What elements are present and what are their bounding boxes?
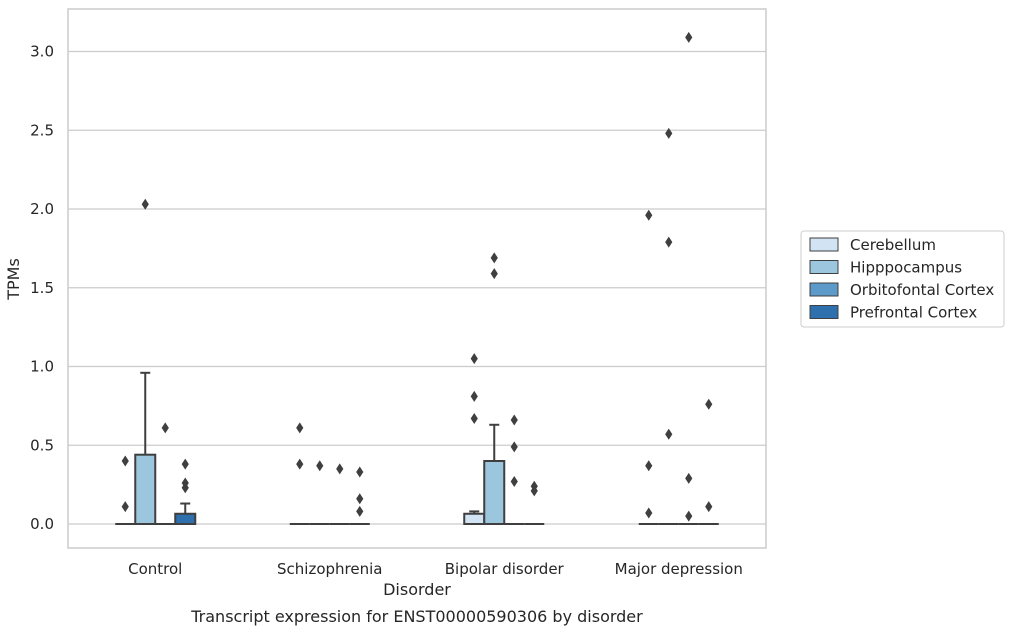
box-4-4 [698,398,719,525]
x-tick-label: Bipolar disorder [445,560,565,578]
outlier-point [645,507,653,519]
x-tick-label: Control [128,560,182,578]
box-4-2 [349,466,370,525]
box-2-2 [309,460,330,525]
grid-lines [68,50,766,525]
box-3-1 [155,422,176,525]
outlier-point [121,501,129,513]
outlier-point [510,441,518,453]
legend-frame [800,230,1005,328]
outlier-point [705,398,713,410]
outlier-point [510,414,518,426]
box-series [115,31,719,526]
outlier-point [705,501,713,513]
chart-caption: Transcript expression for ENST0000059030… [190,607,643,626]
y-tick-label: 1.0 [30,358,54,376]
outlier-point [490,268,498,280]
x-tick-label: Major depression [615,560,743,578]
y-tick-label: 1.5 [30,279,54,297]
box [483,460,506,525]
y-tick-label: 2.5 [30,121,54,139]
outlier-point [510,475,518,487]
outlier-point [685,510,693,522]
outlier-point [316,460,324,472]
box [174,512,197,526]
outlier-point [161,422,169,434]
box [134,453,157,526]
box-1-4 [638,209,659,525]
outlier-point [121,455,129,467]
legend-swatch [809,260,839,274]
legend-swatch [809,305,839,319]
outlier-point [470,390,478,402]
y-tick-labels: 0.0 0.5 1.0 1.5 2.0 2.5 3.0 [30,43,54,534]
outlier-point [296,422,304,434]
outlier-point [685,31,693,43]
y-tick-label: 0.5 [30,436,54,454]
outlier-point [356,466,364,478]
box-3-4 [678,31,699,525]
y-tick-label: 0.0 [30,515,54,533]
box-4-3 [524,480,545,525]
legend: Cerebellum Hipppocampus Orbitofontal Corte… [800,230,1005,328]
y-tick-label: 2.0 [30,200,54,218]
legend-label: Prefrontal Cortex [850,304,977,322]
outlier-point [685,472,693,484]
x-tick-labels: Control Schizophrenia Bipolar disorder Majo… [128,560,743,578]
box-1-3 [463,353,486,526]
outlier-point [490,252,498,264]
legend-label: Hipppocampus [850,259,962,277]
outlier-point [356,505,364,517]
outlier-point [665,127,673,139]
outlier-point [141,198,149,210]
legend-swatch [809,237,839,252]
outlier-point [356,493,364,505]
legend-swatch [809,282,839,297]
plot-frame [67,8,767,549]
outlier-point [645,460,653,472]
legend-label: Orbitofontal Cortex [850,281,994,299]
outlier-point [336,463,344,475]
box-3-3 [504,414,525,525]
box [463,512,486,526]
box-4-1 [174,458,197,526]
outlier-point [181,458,189,470]
box-3-2 [329,463,350,525]
outlier-point [530,485,538,497]
y-tick-label: 3.0 [30,43,54,61]
box-1-2 [289,422,310,525]
y-axis-title: TPMs [4,258,23,301]
x-axis-title: Disorder [383,580,451,599]
outlier-point [665,428,673,440]
box-2-4 [658,127,679,525]
box-2-3 [483,252,506,525]
box-2-1 [134,198,157,526]
outlier-point [296,458,304,470]
plot-area [68,9,766,548]
outlier-point [470,412,478,424]
outlier-point [470,353,478,365]
outlier-point [645,209,653,221]
x-tick-label: Schizophrenia [277,560,382,578]
box-1-1 [115,455,136,525]
outlier-point [665,236,673,248]
legend-label: Cerebellum [850,236,936,254]
outlier-point [181,482,189,494]
